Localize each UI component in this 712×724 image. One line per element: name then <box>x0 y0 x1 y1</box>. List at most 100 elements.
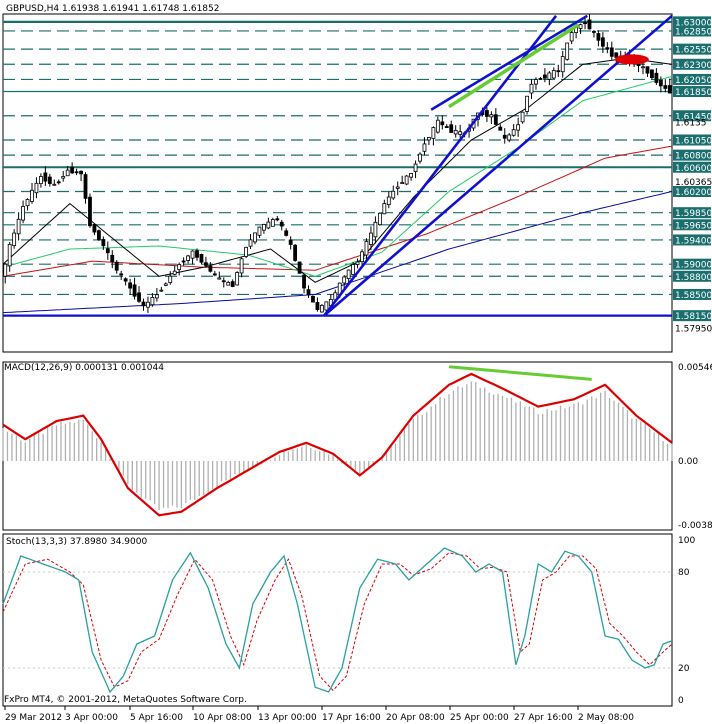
candle-body <box>444 126 449 128</box>
candle-body <box>146 301 150 308</box>
level-tag <box>673 185 711 197</box>
candle-body <box>373 221 378 238</box>
candle-body <box>355 261 360 265</box>
candle-body <box>507 134 512 141</box>
level-tag <box>673 270 711 282</box>
stoch-tick-label: 80 <box>678 568 690 578</box>
stoch-tick-label: 20 <box>678 664 690 674</box>
candle-body <box>30 189 34 202</box>
candle-body <box>12 232 17 246</box>
candle-body <box>493 114 498 125</box>
candle-body <box>56 181 61 184</box>
macd-label: MACD(12,26,9) 0.000131 0.001044 <box>4 363 164 373</box>
candle-body <box>418 153 422 162</box>
level-tag <box>673 149 711 161</box>
level-tag-text: 1.63000 <box>675 18 712 28</box>
stoch-tick-label: 0 <box>678 696 684 706</box>
candle-body <box>204 262 208 266</box>
level-tag <box>673 310 711 322</box>
candle-body <box>605 47 610 50</box>
symbol-header: GBPUSD,H4 1.61938 1.61941 1.61748 1.6185… <box>6 4 219 14</box>
candle-body <box>16 218 21 235</box>
price-tick-label: 1.6135 <box>675 118 707 128</box>
candle-body <box>253 232 257 243</box>
candle-body <box>556 70 561 73</box>
candle-body <box>181 260 186 263</box>
price-divergence-line <box>448 23 580 109</box>
candle-body <box>21 206 25 221</box>
ema-line <box>2 57 673 283</box>
candle-body <box>279 221 284 227</box>
channel-line <box>323 14 673 317</box>
candle-body <box>641 66 645 69</box>
level-tag <box>673 219 711 231</box>
candle-body <box>163 283 168 286</box>
candle-body <box>7 243 12 267</box>
candle-body <box>257 226 262 236</box>
level-tag <box>673 43 711 55</box>
candle-body <box>150 297 155 306</box>
candle-body <box>119 273 124 276</box>
level-tag-text: 1.61850 <box>675 88 712 98</box>
candle-body <box>105 248 110 254</box>
macd-tick-label: 0.00 <box>678 457 698 467</box>
candle-body <box>458 131 463 135</box>
candle-body <box>516 124 521 131</box>
level-tag-text: 1.62850 <box>675 27 712 37</box>
level-tag <box>673 288 711 300</box>
candle-body <box>525 95 529 112</box>
level-tag <box>673 258 711 270</box>
candle-body <box>435 119 440 133</box>
candle-body <box>159 289 164 292</box>
macd-frame <box>2 361 673 531</box>
candle-body <box>569 32 574 42</box>
level-tag <box>673 58 711 70</box>
level-tag <box>673 25 711 37</box>
candle-body <box>422 143 427 152</box>
candle-body <box>542 74 547 79</box>
candle-body <box>391 190 396 199</box>
channel-line <box>323 15 558 317</box>
candle-body <box>248 239 253 247</box>
candle-body <box>199 254 204 263</box>
candle-body <box>208 265 213 272</box>
candle-body <box>667 85 672 94</box>
candle-body <box>52 183 57 186</box>
candle-body <box>195 250 199 258</box>
candle-body <box>284 230 289 236</box>
time-axis: 29 Mar 2012 3 Apr 00:00 5 Apr 16:00 10 Apr … <box>4 706 634 723</box>
level-tag-text: 1.61050 <box>675 136 712 146</box>
level-tag-text: 1.60600 <box>675 164 712 174</box>
candle-body <box>25 199 30 207</box>
stoch-tick-label: 100 <box>678 536 695 546</box>
candle-body <box>560 56 565 73</box>
candle-body <box>47 176 52 184</box>
candle-body <box>453 129 458 135</box>
candle-body <box>132 284 137 297</box>
candle-body <box>413 163 418 172</box>
level-tag-text: 1.58800 <box>675 273 712 283</box>
level-tag-text: 1.62300 <box>675 61 712 71</box>
candle-body <box>221 280 226 283</box>
level-tag <box>673 234 711 246</box>
candle-body <box>177 264 182 270</box>
time-tick-label: 20 Apr 08:00 <box>386 713 445 723</box>
candle-body <box>382 203 387 215</box>
candle-body <box>96 230 101 240</box>
level-tag-text: 1.58500 <box>675 291 712 301</box>
level-tag-text: 1.59850 <box>675 209 712 219</box>
candle-body <box>538 78 543 80</box>
candle-body <box>74 171 79 174</box>
level-tag <box>673 86 711 98</box>
candle-body <box>395 186 400 189</box>
candle-body <box>529 83 534 94</box>
candle-body <box>43 172 48 182</box>
candle-body <box>511 129 516 136</box>
candle-body <box>212 273 217 276</box>
candle-body <box>364 241 369 256</box>
candle-body <box>39 176 43 185</box>
candle-body <box>609 47 614 57</box>
time-tick-label: 3 Apr 00:00 <box>65 713 118 723</box>
